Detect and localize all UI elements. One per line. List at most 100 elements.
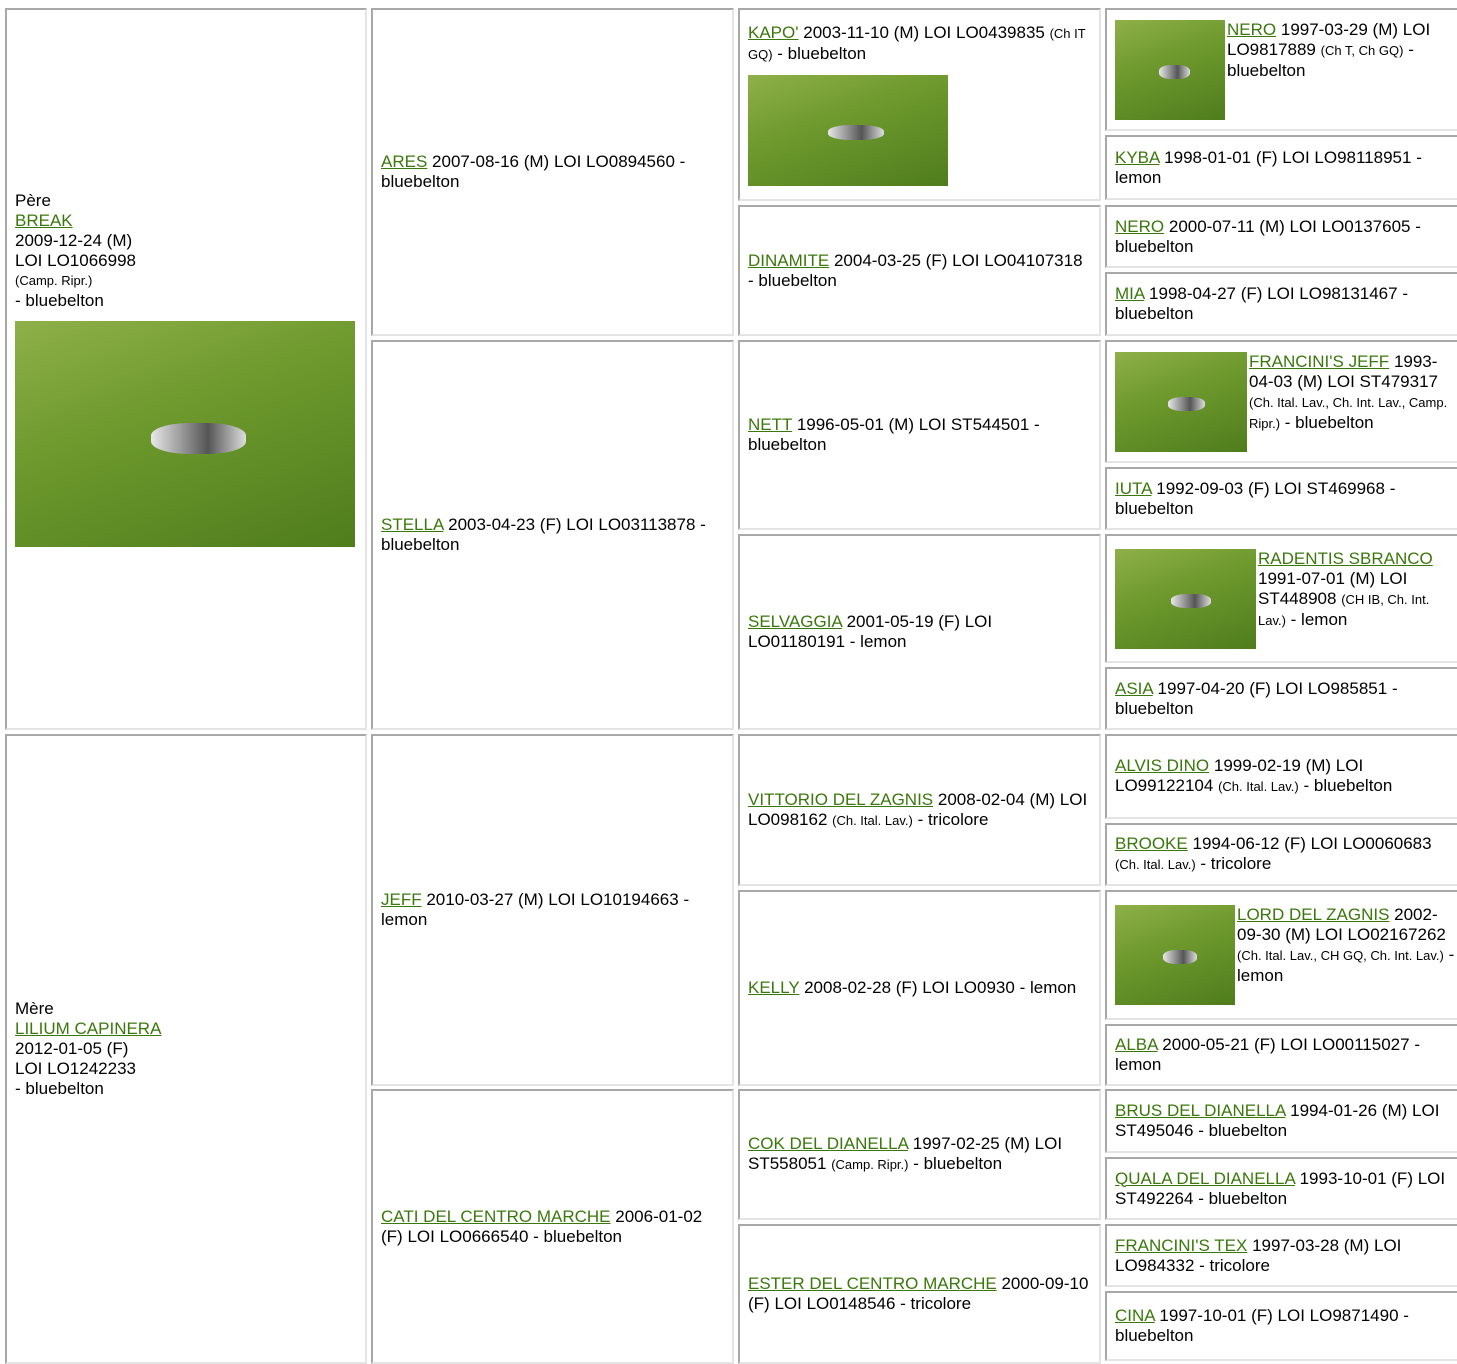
dog-color: - lemon (1115, 147, 1422, 187)
dog-name-link[interactable]: ARES (381, 152, 428, 171)
cell-content: ARES 2007-08-16 (M) LOI LO0894560 - blue… (381, 152, 724, 192)
dog-photo (1115, 548, 1256, 649)
cell-content: KYBA 1998-01-01 (F) LOI LO98118951 - lem… (1115, 148, 1455, 188)
cell-content: FRANCINI'S TEX 1997-03-28 (M) LOI LO9843… (1115, 1236, 1455, 1276)
pedigree-cell: FRANCINI'S JEFF 1993-04-03 (M) LOI ST479… (1105, 340, 1457, 463)
dog-name-link[interactable]: STELLA (381, 515, 444, 534)
dog-photo (748, 75, 948, 186)
dog-name-link[interactable]: LILIUM CAPINERA (15, 1019, 162, 1038)
dog-color: - bluebelton (913, 1154, 1003, 1173)
dog-birth-date: 1993-10-01 (F) (1299, 1168, 1413, 1188)
dog-registration: LOI LO10194663 (548, 890, 679, 909)
cell-content: COK DEL DIANELLA 1997-02-25 (M) LOI ST55… (748, 1134, 1091, 1175)
pedigree-cell: IUTA 1992-09-03 (F) LOI ST469968 - blueb… (1105, 467, 1457, 530)
dog-birth-date: 1991-07-01 (M) (1258, 568, 1376, 588)
dog-name-link[interactable]: RADENTIS SBRANCO (1258, 548, 1433, 568)
cell-content: Père BREAK 2009-12-24 (M) LOI LO1066998 (Cam… (15, 191, 357, 547)
cell-content: IUTA 1992-09-03 (F) LOI ST469968 - blueb… (1115, 479, 1455, 519)
pedigree-cell: KAPO' 2003-11-10 (M) LOI LO0439835 (Ch I… (738, 8, 1101, 201)
dog-name-link[interactable]: LORD DEL ZAGNIS (1237, 905, 1390, 924)
dog-name-link[interactable]: ASIA (1115, 678, 1153, 698)
dog-color: - bluebelton (777, 44, 867, 63)
dog-registration: LOI LO04107318 (952, 250, 1083, 270)
dog-color: - bluebelton (1227, 39, 1414, 80)
dog-birth-date: 1998-04-27 (F) (1149, 284, 1263, 303)
pedigree-cell: NERO 2000-07-11 (M) LOI LO0137605 - blue… (1105, 205, 1457, 268)
dog-registration: LOI LO0137605 (1289, 216, 1411, 236)
dog-color: - bluebelton (1198, 1121, 1288, 1140)
dog-birth-date: 2000-05-21 (F) (1162, 1035, 1276, 1054)
pedigree-cell: QUALA DEL DIANELLA 1993-10-01 (F) LOI ST… (1105, 1157, 1457, 1220)
dog-registration: LOI ST479317 (1327, 371, 1438, 391)
dog-registration: LOI LO98131467 (1267, 284, 1398, 303)
dog-titles: (Ch. Ital. Lav.) (1218, 779, 1299, 794)
cell-content: Mère LILIUM CAPINERA 2012-01-05 (F) LOI LO1… (15, 999, 357, 1099)
pedigree-cell: BRUS DEL DIANELLA 1994-01-26 (M) LOI ST4… (1105, 1089, 1457, 1153)
dog-registration: LOI LO0060683 (1310, 834, 1432, 853)
dog-name-link[interactable]: KELLY (748, 978, 800, 997)
dog-birth-date: 1996-05-01 (M) (796, 415, 914, 434)
dog-color: - tricolore (917, 809, 989, 829)
dog-name-link[interactable]: NERO (1115, 216, 1165, 236)
dog-name-link[interactable]: FRANCINI'S JEFF (1249, 351, 1390, 371)
dog-photo (1115, 905, 1235, 1005)
pedigree-cell: STELLA 2003-04-23 (F) LOI LO03113878 - b… (371, 340, 734, 730)
dog-name-link[interactable]: ESTER DEL CENTRO MARCHE (748, 1274, 997, 1293)
dog-color: - bluebelton (381, 152, 686, 191)
dog-name-link[interactable]: JEFF (381, 890, 422, 909)
cell-content: BRUS DEL DIANELLA 1994-01-26 (M) LOI ST4… (1115, 1101, 1455, 1141)
dog-color: - tricolore (1199, 1255, 1270, 1275)
dog-name-link[interactable]: COK DEL DIANELLA (748, 1134, 908, 1153)
dog-name-link[interactable]: FRANCINI'S TEX (1115, 1235, 1248, 1255)
dog-name-link[interactable]: MIA (1115, 284, 1145, 303)
dog-birth-date: 1993-04-03 (M) (1249, 351, 1438, 391)
cell-content: NETT 1996-05-01 (M) LOI ST544501 - blueb… (748, 415, 1091, 455)
pedigree-cell: COK DEL DIANELLA 1997-02-25 (M) LOI ST55… (738, 1089, 1101, 1220)
dog-name-link[interactable]: NERO (1227, 19, 1277, 39)
dog-birth-date: 2000-09-10 (F) (748, 1274, 1089, 1313)
dog-name-link[interactable]: NETT (748, 415, 793, 434)
pedigree-cell: CATI DEL CENTRO MARCHE 2006-01-02 (F) LO… (371, 1089, 734, 1364)
pedigree-cell: JEFF 2010-03-27 (M) LOI LO10194663 - lem… (371, 734, 734, 1086)
dog-name-link[interactable]: ALBA (1115, 1035, 1158, 1054)
dog-name-link[interactable]: KAPO' (748, 23, 799, 42)
dog-name-link[interactable]: CINA (1115, 1306, 1155, 1325)
dog-color: - lemon (1115, 1035, 1420, 1074)
cell-content: KELLY 2008-02-28 (F) LOI LO0930 - lemon (748, 978, 1091, 998)
dog-name-link[interactable]: CATI DEL CENTRO MARCHE (381, 1206, 611, 1226)
dog-name-link[interactable]: ALVIS DINO (1115, 756, 1210, 775)
dog-registration: LOI LO00115027 (1280, 1035, 1410, 1054)
pedigree-cell: MIA 1998-04-27 (F) LOI LO98131467 - blue… (1105, 272, 1457, 336)
dog-birth-date: 1994-06-12 (F) (1192, 834, 1306, 853)
dog-registration: LOI ST495046 (1115, 1101, 1440, 1140)
cell-content: ALBA 2000-05-21 (F) LOI LO00115027 - lem… (1115, 1035, 1455, 1075)
dog-titles: (Camp. Ripr.) (15, 273, 93, 288)
cell-content: NERO 2000-07-11 (M) LOI LO0137605 - blue… (1115, 217, 1455, 257)
dog-name-link[interactable]: BREAK (15, 211, 73, 230)
cell-content: ASIA 1997-04-20 (F) LOI LO985851 - blueb… (1115, 679, 1455, 719)
dog-name-link[interactable]: BRUS DEL DIANELLA (1115, 1101, 1286, 1120)
dog-color: - bluebelton (748, 415, 1040, 454)
dog-registration: LOI LO01180191 (748, 612, 993, 651)
dog-birth-date: 2001-05-19 (F) (846, 612, 960, 631)
cell-content: LORD DEL ZAGNIS 2002-09-30 (M) LOI LO021… (1115, 905, 1455, 1005)
dog-registration: LOI LO02167262 (1315, 925, 1446, 944)
pedigree-cell: BROOKE 1994-06-12 (F) LOI LO0060683 (Ch.… (1105, 823, 1457, 886)
cell-content: NERO 1997-03-29 (M) LOI LO9817889 (Ch T,… (1115, 19, 1455, 120)
pedigree-cell: ESTER DEL CENTRO MARCHE 2000-09-10 (F) L… (738, 1224, 1101, 1364)
dog-name-link[interactable]: QUALA DEL DIANELLA (1115, 1168, 1295, 1188)
dog-name-link[interactable]: VITTORIO DEL ZAGNIS (748, 789, 934, 809)
cell-content: SELVAGGIA 2001-05-19 (F) LOI LO01180191 … (748, 612, 1091, 652)
dog-birth-date: 1997-10-01 (F) (1159, 1306, 1273, 1325)
dog-birth-date: 1997-03-29 (M) (1280, 19, 1399, 39)
pedigree-cell: NETT 1996-05-01 (M) LOI ST544501 - blueb… (738, 340, 1101, 530)
dog-name-link[interactable]: SELVAGGIA (748, 612, 842, 631)
dog-color: - lemon (849, 632, 907, 651)
dog-birth-date: 2007-08-16 (M) (432, 152, 550, 171)
dog-name-link[interactable]: IUTA (1115, 478, 1152, 498)
dog-name-link[interactable]: DINAMITE (748, 250, 830, 270)
dog-registration: LOI LO9817889 (1227, 19, 1431, 59)
dog-name-link[interactable]: KYBA (1115, 147, 1160, 167)
dog-name-link[interactable]: BROOKE (1115, 834, 1188, 853)
